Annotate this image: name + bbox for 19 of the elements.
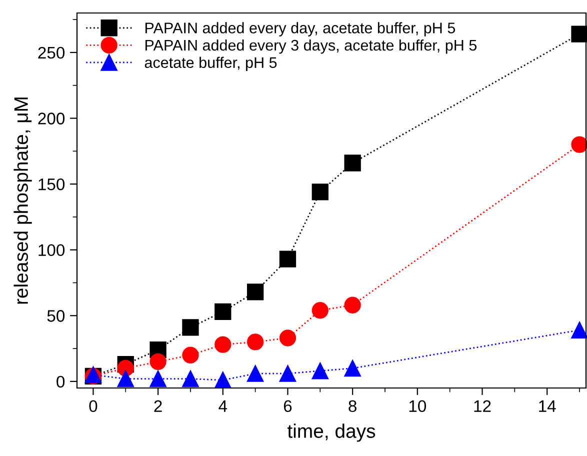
y-tick-label: 250 bbox=[38, 46, 65, 59]
y-tick-label: 100 bbox=[38, 244, 65, 256]
y-tick-label: 150 bbox=[38, 178, 65, 190]
x-tick-label: 6 bbox=[284, 400, 292, 412]
y-axis-title: released phosphate, μM bbox=[14, 98, 32, 304]
x-tick-label: 4 bbox=[218, 400, 228, 412]
x-tick-label: 14 bbox=[539, 400, 556, 412]
y-tick-label: 0 bbox=[56, 376, 65, 388]
x-tick-label: 10 bbox=[409, 400, 426, 412]
x-tick-label: 0 bbox=[89, 400, 98, 412]
x-axis-title: time, days bbox=[287, 424, 376, 442]
legend-label: acetate buffer, pH 5 bbox=[144, 56, 277, 72]
x-tick-label: 8 bbox=[348, 400, 356, 412]
legend-label: PAPAIN added every day, acetate buffer, pH 5 bbox=[145, 22, 456, 36]
x-tick-label: 2 bbox=[154, 400, 162, 412]
x-tick-label: 12 bbox=[474, 400, 491, 412]
y-tick-label: 50 bbox=[47, 310, 65, 322]
y-tick-label: 200 bbox=[38, 112, 65, 124]
legend-label: PAPAIN added every 3 days, acetate buffer, pH 5 bbox=[145, 39, 477, 54]
